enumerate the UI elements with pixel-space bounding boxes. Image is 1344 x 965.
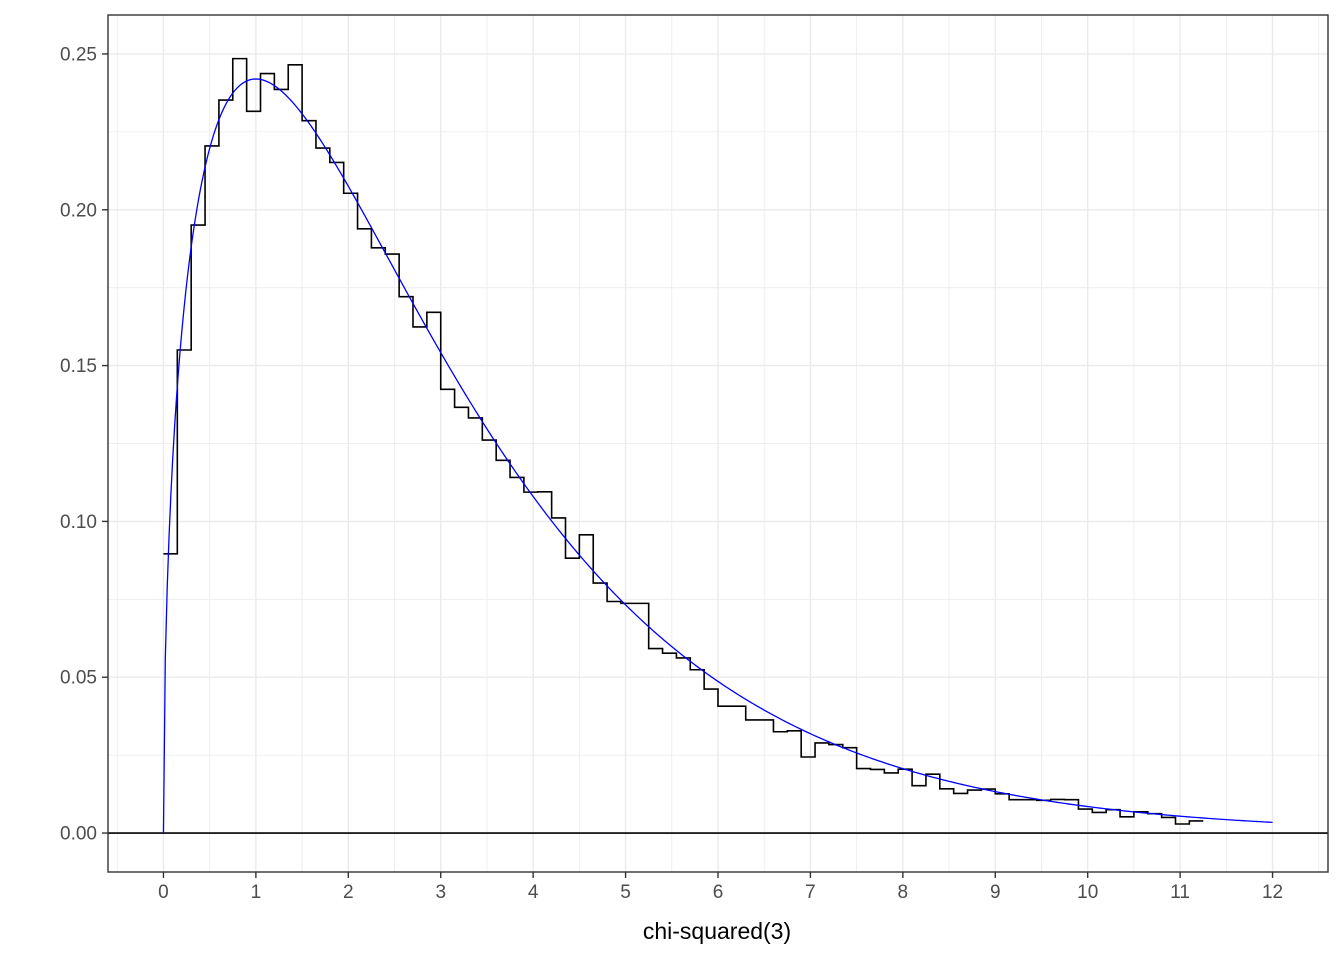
x-tick-label: 8 (898, 882, 909, 903)
x-tick-label: 11 (1170, 882, 1190, 903)
y-tick-label: 0.20 (60, 200, 97, 221)
y-tick-label: 0.00 (60, 824, 97, 845)
x-tick-label: 7 (805, 882, 816, 903)
y-tick-label: 0.25 (60, 44, 97, 65)
x-tick-label: 12 (1262, 882, 1283, 903)
x-tick-label: 9 (990, 882, 1001, 903)
x-tick-label: 4 (528, 882, 539, 903)
y-tick-label: 0.05 (60, 668, 97, 689)
x-tick-label: 2 (343, 882, 354, 903)
x-tick-label: 5 (620, 882, 631, 903)
x-tick-label: 0 (158, 882, 169, 903)
y-tick-label: 0.15 (60, 356, 97, 377)
x-tick-label: 6 (713, 882, 724, 903)
x-tick-label: 3 (435, 882, 446, 903)
histogram-step-line (163, 57, 1204, 825)
y-tick-label: 0.10 (60, 512, 97, 533)
density-curve (162, 78, 1273, 834)
x-tick-label: 1 (251, 882, 262, 903)
x-axis-title: chi-squared(3) (643, 918, 791, 944)
x-tick-label: 10 (1077, 882, 1098, 903)
